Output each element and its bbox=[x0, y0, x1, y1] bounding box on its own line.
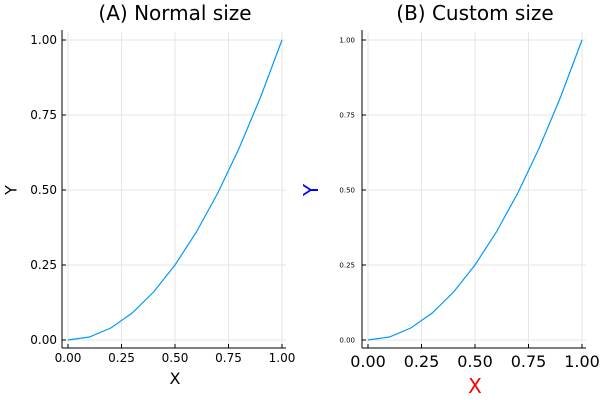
panel-a-x-axis-label: X bbox=[170, 369, 181, 388]
panel-b-y-tick-label: 0.75 bbox=[339, 111, 355, 119]
panel-a-y-tick-label: 0.75 bbox=[30, 108, 57, 122]
panel-b-y-tick-label: 0.00 bbox=[339, 336, 355, 344]
panel-a-x-tick-label: 1.00 bbox=[269, 351, 296, 365]
panel-a-x-tick-label: 0.00 bbox=[55, 351, 82, 365]
panel-a-y-axis-label: Y bbox=[2, 185, 21, 196]
panel-a-series-line bbox=[67, 39, 283, 341]
panel-b-x-axis-label: X bbox=[468, 374, 482, 398]
panel-a-title: (A) Normal size bbox=[98, 1, 251, 25]
panel-a: 0.00 0.25 0.50 0.75 1.00 0.00 0.25 0.50 0.75 1.00… bbox=[2, 1, 296, 388]
panel-a-x-tick-label: 0.50 bbox=[162, 351, 189, 365]
panel-b-x-tick-label: 0.25 bbox=[404, 352, 440, 371]
panel-b-x-tick-label: 0.00 bbox=[350, 352, 386, 371]
panel-b-y-axis-label: Y bbox=[299, 183, 323, 197]
panel-a-x-tick-label: 0.25 bbox=[108, 351, 135, 365]
panel-b-x-tick-label: 1.00 bbox=[564, 352, 600, 371]
panel-b-y-tick-label: 1.00 bbox=[339, 36, 355, 44]
panel-a-x-tick-label: 0.75 bbox=[215, 351, 242, 365]
panel-a-y-tick-label: 0.00 bbox=[30, 333, 57, 347]
panel-b-series-line bbox=[367, 39, 583, 341]
panel-b: 0.00 0.25 0.50 0.75 1.00 0.00 0.25 0.50 0.75 1.00… bbox=[299, 1, 600, 398]
panel-a-y-tick-label: 0.25 bbox=[30, 258, 57, 272]
panel-b-x-tick-label: 0.75 bbox=[511, 352, 547, 371]
panel-b-y-tick-label: 0.25 bbox=[339, 261, 355, 269]
panel-b-title: (B) Custom size bbox=[396, 1, 553, 25]
panel-a-y-tick-label: 1.00 bbox=[30, 33, 57, 47]
panel-b-x-tick-label: 0.50 bbox=[457, 352, 493, 371]
panel-a-y-tick-label: 0.50 bbox=[30, 183, 57, 197]
panel-b-y-tick-label: 0.50 bbox=[339, 186, 355, 194]
